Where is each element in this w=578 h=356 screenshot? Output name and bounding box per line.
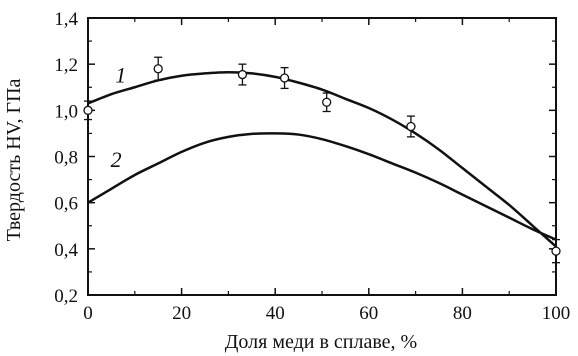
plot-area: 0 20 40 60 80 100 0,2 0,4 0,6 0,8 1,0 1,2 1,4 1 2 xyxy=(54,9,570,324)
curve-2 xyxy=(87,132,557,241)
x-tick-label: 0 xyxy=(83,303,93,324)
data-point xyxy=(83,105,93,115)
y-tick-label: 1,0 xyxy=(54,101,78,122)
curve-label-2: 2 xyxy=(111,147,122,172)
data-point xyxy=(406,121,416,132)
y-axis-title: Твердость HV, ГПа xyxy=(3,78,25,241)
y-tick-label: 0,6 xyxy=(54,194,78,215)
curve-label-1: 1 xyxy=(115,63,126,88)
data-point xyxy=(322,97,332,107)
y-tick-label: 0,8 xyxy=(54,148,78,169)
x-tick-label: 80 xyxy=(453,303,472,324)
x-tick-label: 100 xyxy=(542,303,571,324)
x-axis-title: Доля меди в сплаве, % xyxy=(225,331,417,353)
data-point xyxy=(279,73,290,83)
x-tick-label: 60 xyxy=(359,303,378,324)
y-tick-label: 0,2 xyxy=(54,286,78,307)
y-tick-label: 1,2 xyxy=(54,55,78,76)
data-point xyxy=(237,69,248,80)
y-tick-label: 0,4 xyxy=(54,240,78,261)
x-tick-label: 40 xyxy=(266,303,285,324)
x-tick-label: 20 xyxy=(172,303,191,324)
y-tick-label: 1,4 xyxy=(54,9,78,30)
curve-1 xyxy=(87,70,557,248)
data-point xyxy=(551,246,561,256)
data-point xyxy=(153,64,163,74)
